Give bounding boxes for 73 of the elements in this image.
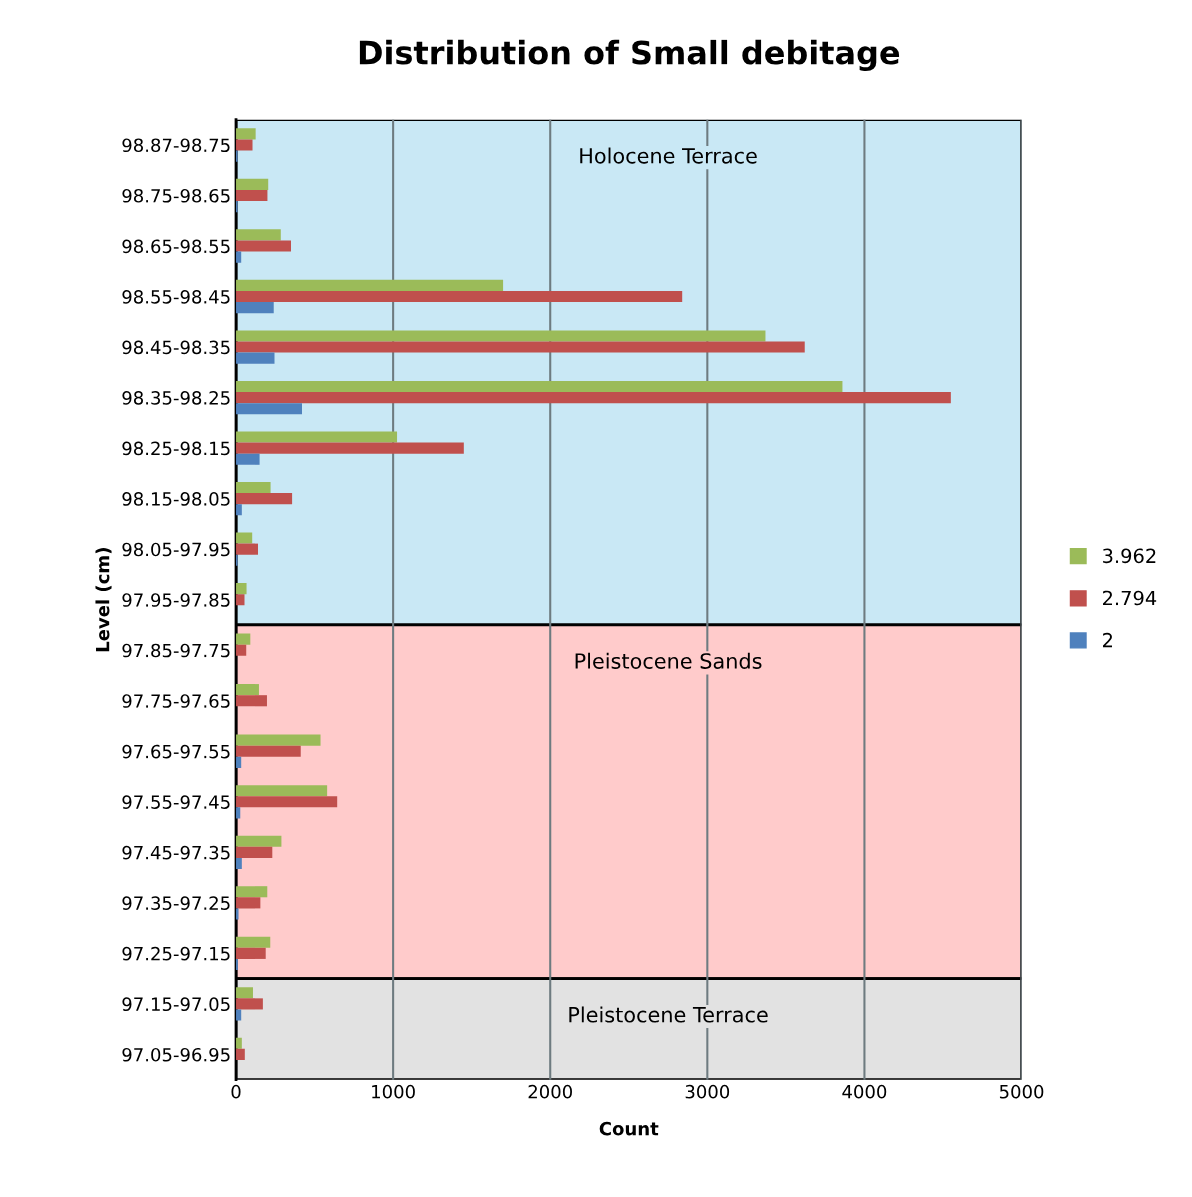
bar — [236, 745, 301, 757]
bar — [236, 947, 266, 959]
bar — [236, 785, 328, 797]
bar — [236, 229, 281, 241]
y-tick-label: 97.05-96.95 — [122, 1047, 230, 1062]
bar — [236, 633, 251, 645]
bar — [236, 431, 398, 443]
x-tick-label: 2000 — [528, 1084, 572, 1099]
bar — [236, 128, 256, 140]
bar — [236, 684, 259, 696]
x-tick-label: 1000 — [372, 1084, 415, 1099]
y-tick-label: 98.65-98.55 — [122, 239, 230, 254]
chart-title: Distribution of Small debitage — [359, 39, 900, 72]
bar — [236, 442, 464, 454]
bar — [236, 330, 766, 342]
bar — [236, 936, 271, 948]
bar — [236, 695, 267, 707]
bar — [236, 481, 271, 494]
y-tick-label: 97.45-97.35 — [122, 845, 230, 860]
bar — [236, 835, 282, 847]
x-tick-label: 5000 — [999, 1084, 1044, 1099]
y-tick-label: 97.85-97.75 — [122, 643, 230, 658]
band-label: Pleistocene Sands — [575, 652, 762, 669]
bar — [236, 897, 261, 909]
y-tick-label: 98.55-98.45 — [122, 290, 230, 304]
y-tick-label: 98.75-98.65 — [122, 188, 230, 203]
bar — [236, 302, 274, 314]
bar — [236, 583, 247, 595]
legend-label: 2 — [1103, 632, 1112, 648]
x-axis-title: Count — [599, 1121, 659, 1136]
y-tick-label: 98.25-98.15 — [122, 441, 230, 456]
bar — [236, 846, 273, 858]
band-label: Holocene Terrace — [580, 147, 757, 164]
y-tick-label: 98.87-98.75 — [122, 138, 230, 153]
y-tick-label: 97.35-97.25 — [122, 896, 230, 910]
bar — [236, 139, 253, 151]
legend-label: 2.794 — [1103, 590, 1157, 606]
y-tick-label: 98.05-97.95 — [122, 542, 230, 557]
band-label: Pleistocene Terrace — [569, 1006, 768, 1023]
bar — [236, 796, 338, 808]
y-tick-label: 98.35-98.25 — [122, 391, 230, 405]
x-tick-label: 0 — [231, 1084, 241, 1099]
bar — [236, 987, 253, 999]
bar — [236, 392, 951, 404]
bar — [236, 734, 321, 746]
bar — [236, 403, 302, 415]
bar — [236, 380, 843, 393]
bar — [236, 453, 260, 465]
y-tick-label: 97.25-97.15 — [122, 946, 230, 961]
y-axis-title: Level (cm) — [95, 548, 112, 652]
y-tick-label: 97.55-97.45 — [122, 795, 230, 809]
y-tick-label: 97.65-97.55 — [122, 744, 230, 759]
y-tick-label: 98.15-98.05 — [122, 492, 230, 506]
x-tick-label: 3000 — [685, 1084, 730, 1099]
y-tick-label: 97.75-97.65 — [122, 694, 230, 708]
bar — [236, 493, 293, 505]
bar — [236, 178, 269, 190]
bar — [236, 886, 268, 898]
bar — [236, 290, 683, 303]
bar — [236, 341, 805, 353]
bar — [236, 543, 259, 555]
bar — [236, 1048, 245, 1060]
y-tick-label: 98.45-98.35 — [122, 340, 230, 355]
legend-label: 3.962 — [1103, 548, 1156, 564]
bar — [236, 998, 263, 1010]
bar — [236, 352, 275, 364]
bar — [236, 189, 268, 202]
y-tick-label: 97.95-97.85 — [122, 593, 230, 607]
bar — [236, 532, 253, 544]
bar — [236, 240, 291, 252]
x-tick-label: 4000 — [842, 1084, 887, 1099]
y-tick-label: 97.15-97.05 — [122, 997, 230, 1012]
bar — [236, 279, 504, 291]
